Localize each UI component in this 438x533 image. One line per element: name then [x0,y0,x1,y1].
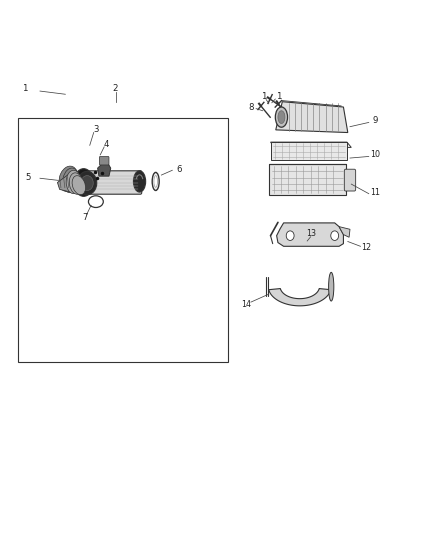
Polygon shape [277,223,343,246]
Text: 7: 7 [82,213,88,222]
Text: 5: 5 [25,173,31,182]
FancyBboxPatch shape [344,169,356,191]
FancyBboxPatch shape [99,157,109,165]
Text: 4: 4 [104,140,110,149]
Text: 9: 9 [373,116,378,125]
Ellipse shape [59,166,78,191]
Text: 8: 8 [248,102,254,111]
Ellipse shape [278,111,285,124]
Ellipse shape [328,272,334,301]
Polygon shape [269,288,331,306]
FancyBboxPatch shape [82,171,142,194]
Text: 3: 3 [93,125,99,134]
Ellipse shape [72,176,85,195]
Polygon shape [269,164,346,195]
Polygon shape [339,227,350,237]
Text: 1: 1 [261,92,267,101]
Circle shape [81,175,93,190]
Text: 1: 1 [276,92,281,101]
Text: 2: 2 [113,84,118,93]
Circle shape [78,171,97,195]
Text: 14: 14 [241,300,251,309]
Ellipse shape [134,171,146,192]
Text: 12: 12 [361,243,371,252]
Ellipse shape [63,168,79,193]
Text: 1: 1 [22,84,28,93]
Ellipse shape [74,168,93,196]
Ellipse shape [276,107,288,127]
Text: 10: 10 [370,150,380,159]
Polygon shape [271,142,347,160]
Ellipse shape [152,172,159,190]
Ellipse shape [154,175,157,187]
Polygon shape [276,102,348,133]
Ellipse shape [78,174,85,185]
Text: 13: 13 [307,229,317,238]
Polygon shape [57,174,77,192]
Text: 6: 6 [176,165,182,174]
Ellipse shape [69,173,83,195]
Circle shape [286,231,294,240]
Ellipse shape [66,170,81,193]
Bar [18,118,228,362]
Circle shape [331,231,339,240]
Polygon shape [271,142,351,148]
Polygon shape [98,161,111,176]
Text: 11: 11 [370,188,380,197]
